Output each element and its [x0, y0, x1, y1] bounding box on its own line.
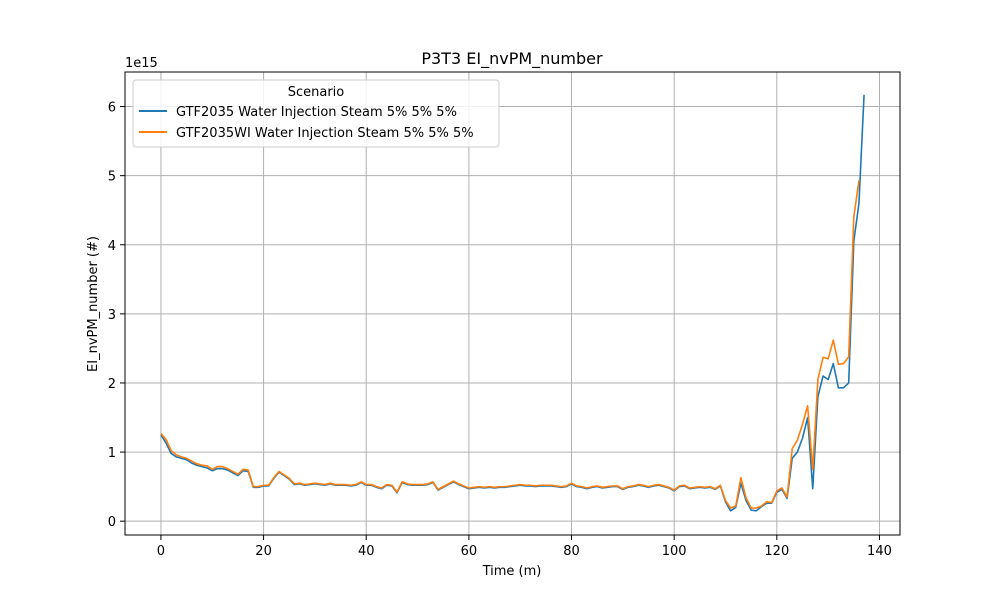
series-line-0	[160, 94, 865, 512]
series-layer	[160, 94, 865, 512]
legend-label-0: GTF2035 Water Injection Steam 5% 5% 5%	[176, 105, 457, 120]
legend-label-1: GTF2035WI Water Injection Steam 5% 5% 5%	[176, 126, 474, 141]
x-tick-label-4: 80	[563, 544, 580, 559]
x-tick-label-5: 100	[662, 544, 687, 559]
series-line-1	[160, 180, 860, 509]
y-tick-label-1: 1	[108, 446, 116, 461]
y-axis-title: EI_nvPM_number (#)	[86, 236, 101, 372]
legend: Scenario GTF2035 Water Injection Steam 5…	[132, 79, 500, 148]
legend-title: Scenario	[288, 85, 345, 100]
grid	[125, 72, 900, 535]
y-tick-label-3: 3	[108, 308, 116, 323]
y-axis-multiplier: 1e15	[125, 56, 158, 71]
chart-title: P3T3 EI_nvPM_number	[421, 49, 603, 69]
x-tick-label-0: 0	[157, 544, 165, 559]
y-tick-label-2: 2	[108, 377, 116, 392]
x-tick-label-7: 140	[867, 544, 892, 559]
x-tick-label-6: 120	[764, 544, 789, 559]
y-tick-label-4: 4	[108, 239, 116, 254]
y-axis: 0 1 2 3 4 5 6	[108, 101, 125, 530]
x-tick-label-1: 20	[255, 544, 272, 559]
x-tick-label-2: 40	[358, 544, 375, 559]
y-tick-label-0: 0	[108, 515, 116, 530]
y-tick-label-6: 6	[108, 101, 116, 116]
plot-frame	[124, 71, 901, 536]
x-axis-title: Time (m)	[482, 564, 542, 579]
x-axis: 0 20 40 60 80 100 120 140	[157, 535, 892, 559]
x-tick-label-3: 60	[461, 544, 478, 559]
y-tick-label-5: 5	[108, 170, 116, 185]
legend-box	[132, 79, 500, 148]
